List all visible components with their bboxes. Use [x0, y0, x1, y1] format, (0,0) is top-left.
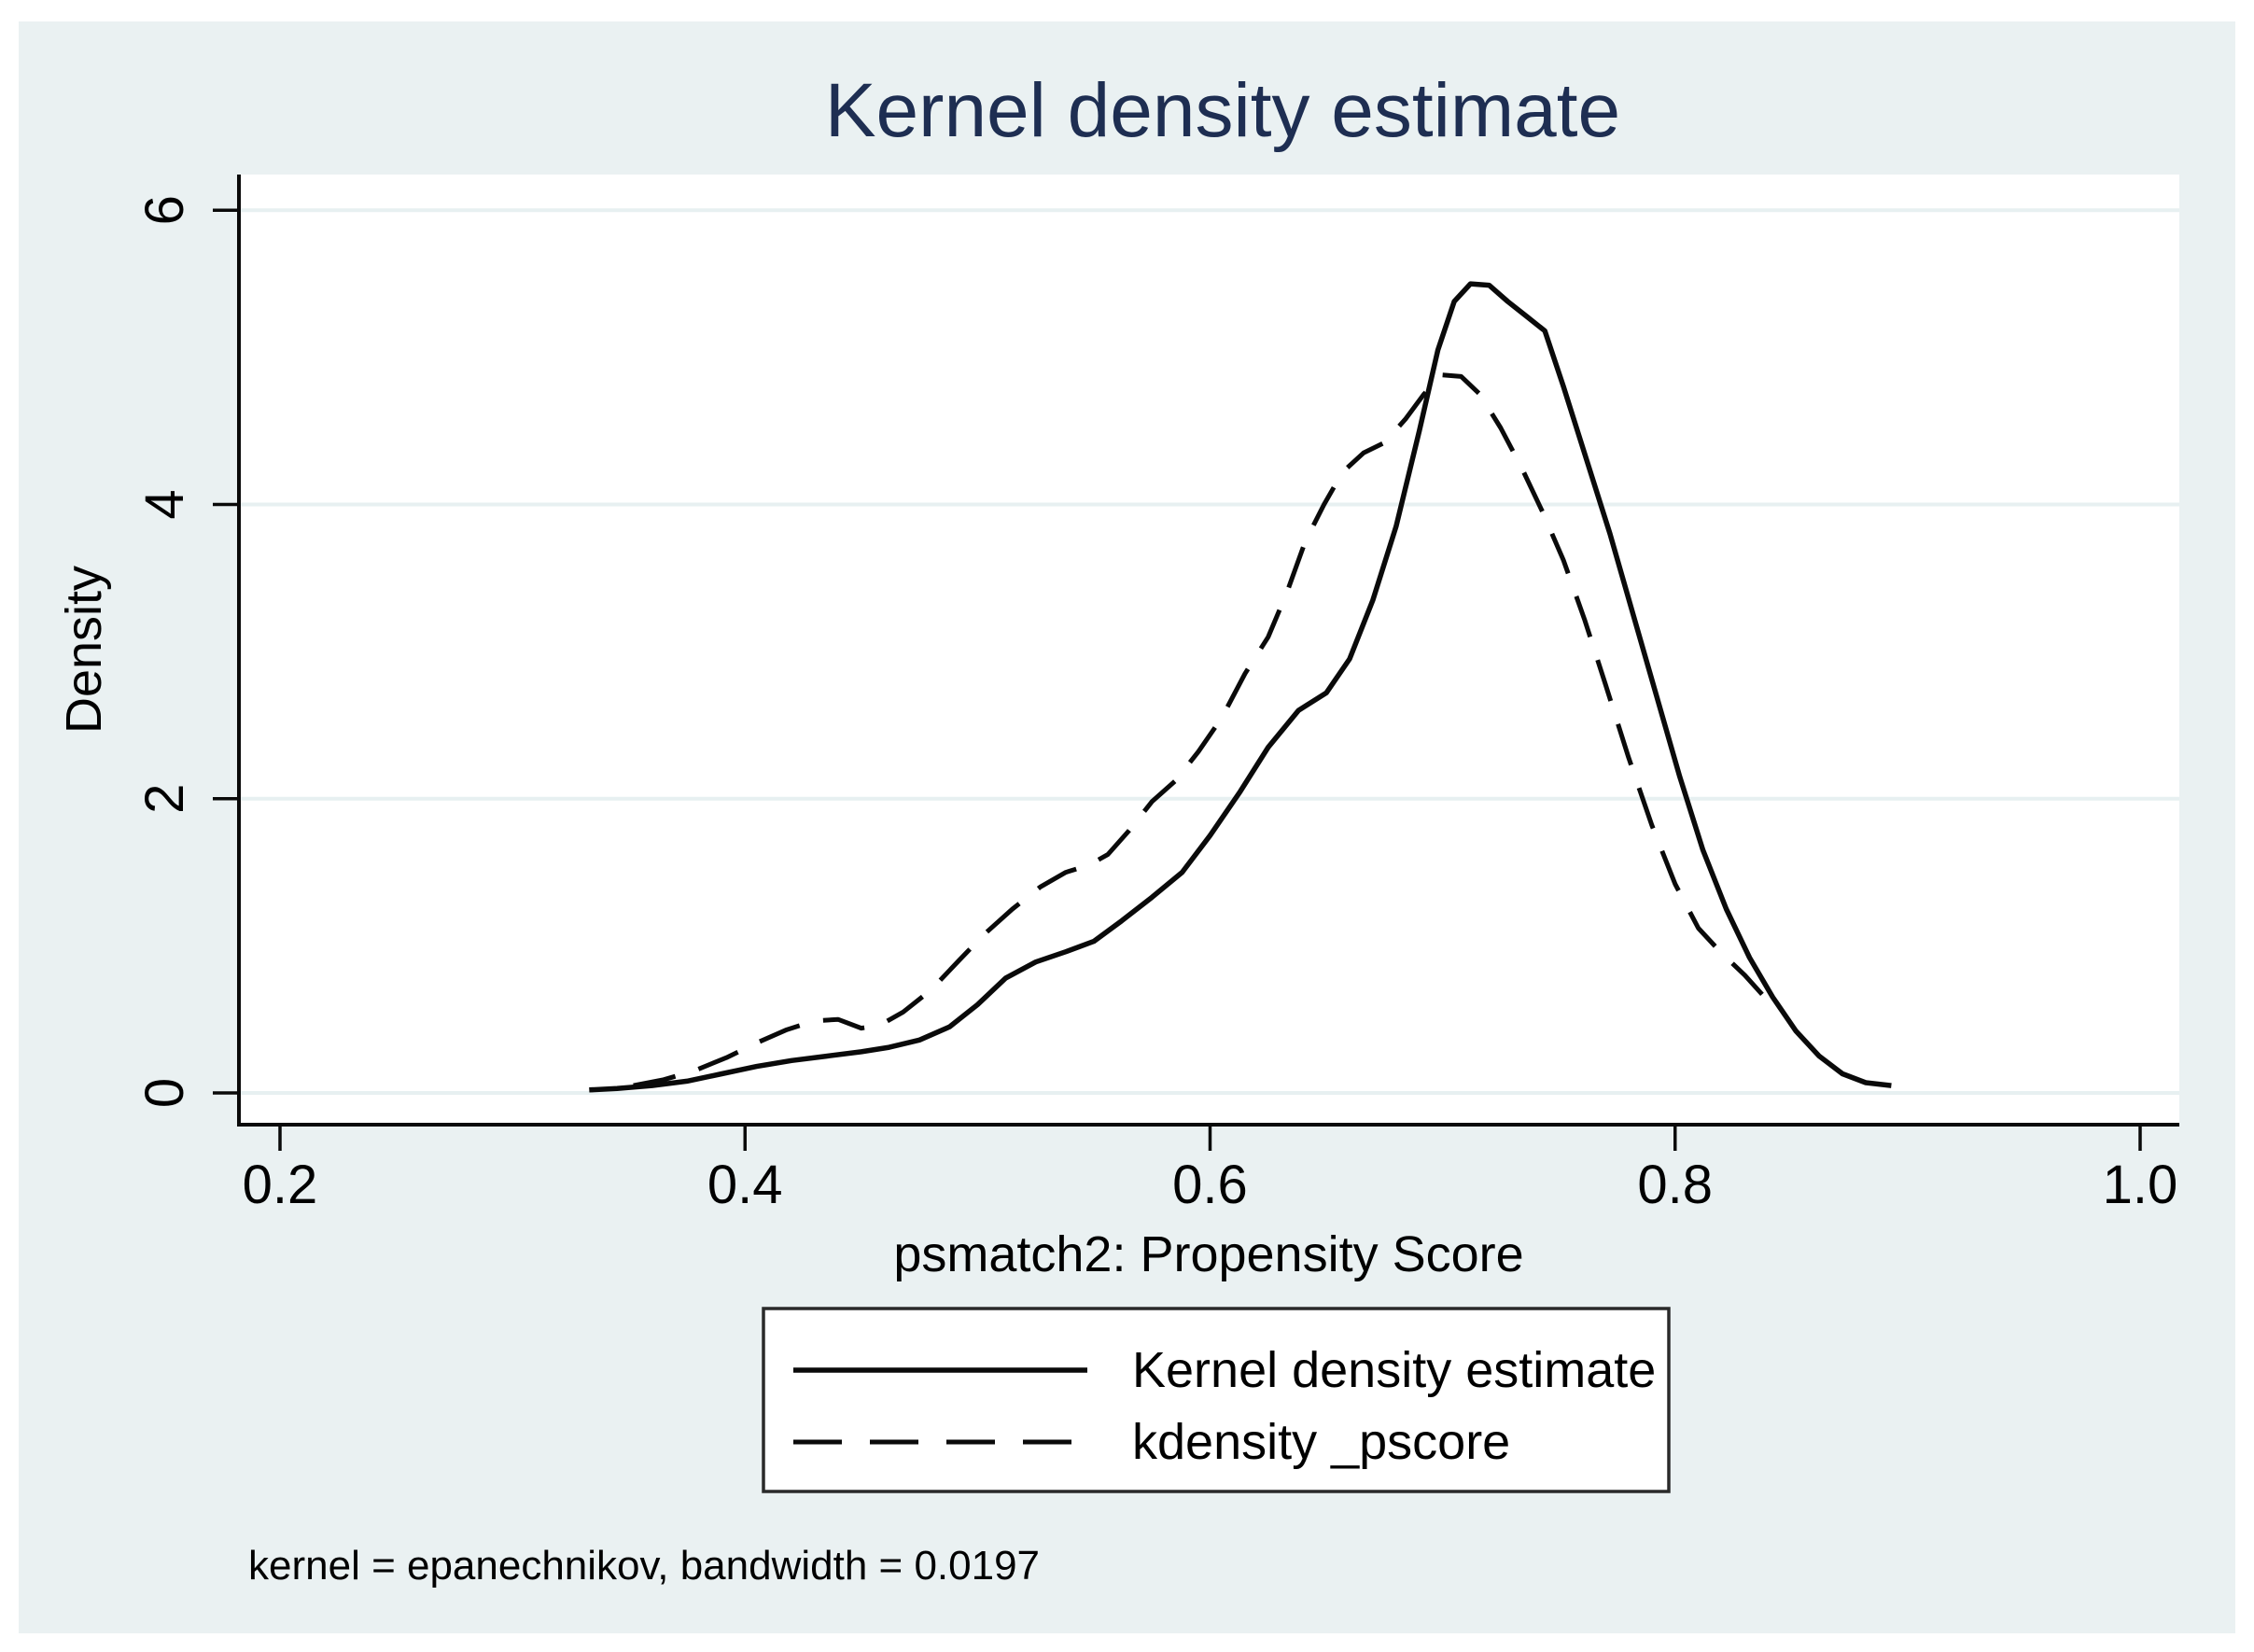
y-tick-label-6: 6 [134, 195, 195, 225]
y-tick-label-0: 0 [134, 1078, 195, 1108]
x-axis-title: psmatch2: Propensity Score [893, 1226, 1523, 1282]
chart-title: Kernel density estimate [825, 68, 1620, 153]
x-tick-label-0.6: 0.6 [1172, 1155, 1248, 1215]
x-tick-label-0.4: 0.4 [707, 1155, 783, 1215]
x-tick-label-0.2: 0.2 [243, 1155, 318, 1215]
kernel-bandwidth-note: kernel = epanechnikov, bandwidth = 0.019… [248, 1543, 1040, 1589]
series-solid-line [589, 281, 1892, 1093]
density-curves [589, 281, 1892, 1093]
series-dashed-line [633, 372, 1766, 1088]
y-tick-label-4: 4 [134, 489, 195, 519]
legend-label-kdensity-pscore: kdensity _pscore [1132, 1414, 1510, 1470]
legend: Kernel density estimate kdensity _pscore [762, 1307, 1671, 1493]
x-tick-label-1.0: 1.0 [2103, 1155, 2178, 1215]
y-axis-ticks: 0 2 4 6 [134, 195, 239, 1108]
x-axis-ticks: 0.2 0.4 0.6 0.8 1.0 [243, 1125, 2178, 1215]
gridlines [239, 208, 2179, 1095]
x-tick-label-0.8: 0.8 [1637, 1155, 1713, 1215]
legend-box [762, 1307, 1671, 1493]
legend-label-kernel-density-estimate: Kernel density estimate [1132, 1342, 1656, 1398]
plot-area [239, 175, 2179, 1125]
y-axis-title: Density [56, 566, 112, 734]
y-tick-label-2: 2 [134, 784, 195, 814]
